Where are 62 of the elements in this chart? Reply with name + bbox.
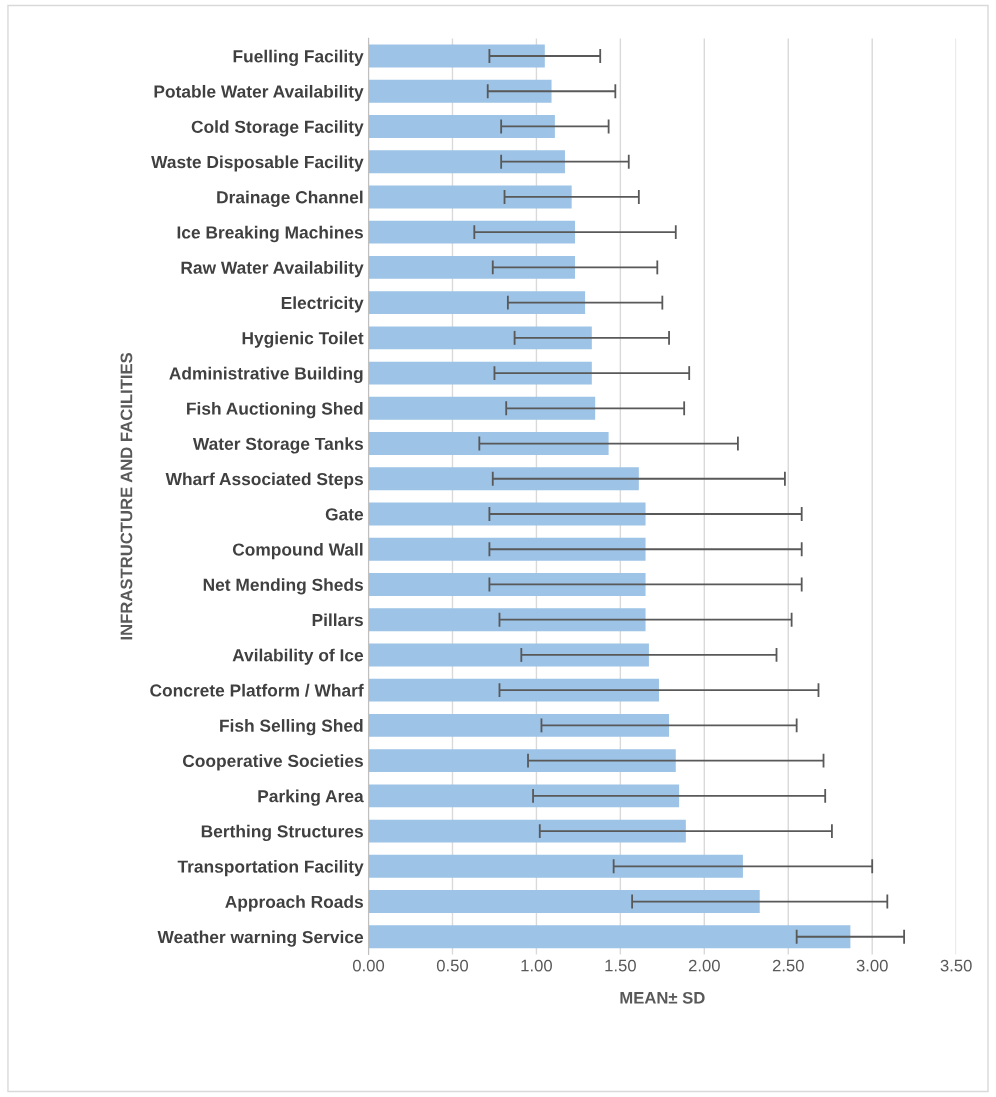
y-tick-label: Fish Selling Shed xyxy=(220,719,363,736)
bar xyxy=(368,678,659,702)
y-tick-label: Net Mending Sheds xyxy=(203,578,363,595)
y-tick-label: Transportation Facility xyxy=(177,860,364,877)
bar xyxy=(368,713,670,737)
y-tick-label: Avilability of Ice xyxy=(232,648,364,665)
x-tick-label: 1.00 xyxy=(521,959,552,972)
bar xyxy=(368,925,851,949)
x-axis-title: MEAN± SD xyxy=(620,991,705,1004)
bar xyxy=(368,361,592,385)
y-tick-label: Water Storage Tanks xyxy=(192,437,363,454)
y-tick-label: Gate xyxy=(325,508,364,521)
bar xyxy=(368,44,545,68)
y-tick-label: Concrete Platform / Wharf xyxy=(150,683,364,697)
y-tick-label: Ice Breaking Machines xyxy=(177,225,363,243)
y-tick-label: Waste Disposable Facility xyxy=(151,155,364,172)
y-tick-label: Fish Auctioning Shed xyxy=(187,402,363,419)
y-tick-label: Pillars xyxy=(312,613,363,627)
y-tick-label: Cold Storage Facility xyxy=(191,120,364,137)
bar xyxy=(368,291,586,315)
x-tick-label: 0.50 xyxy=(436,959,469,972)
bar xyxy=(368,255,576,279)
y-tick-label: Drainage Channel xyxy=(217,190,363,207)
y-axis-title: INFRASTRUCTURE AND FACILITIES xyxy=(120,352,133,640)
y-tick-label: Cooperative Societies xyxy=(182,754,363,771)
bar xyxy=(368,573,646,596)
bar xyxy=(368,185,572,209)
x-tick-label: 0.00 xyxy=(352,959,385,972)
bar xyxy=(368,890,760,913)
y-tick-label: Parking Area xyxy=(258,789,364,806)
bar xyxy=(368,819,686,843)
bar xyxy=(368,432,609,455)
bar xyxy=(368,749,676,773)
x-tick-label: 2.50 xyxy=(772,959,804,972)
y-tick-label: Weather warning Service xyxy=(157,930,364,947)
y-tick-label: Fuelling Facility xyxy=(233,49,364,66)
bar xyxy=(368,326,592,350)
y-tick-label: Approach Roads xyxy=(225,895,363,912)
bar xyxy=(368,502,646,526)
y-tick-label: Berthing Structures xyxy=(201,824,363,842)
y-tick-label: Administrative Building xyxy=(169,366,363,384)
x-tick-label: 3.50 xyxy=(940,959,972,972)
y-tick-label: Hygienic Toilet xyxy=(242,331,364,348)
y-tick-label: Raw Water Availability xyxy=(181,261,364,278)
bar xyxy=(368,396,596,420)
bar xyxy=(368,467,639,491)
bar xyxy=(368,150,565,174)
bar xyxy=(368,79,552,103)
bar xyxy=(368,608,646,632)
bar xyxy=(368,643,649,667)
bar xyxy=(368,115,555,138)
y-tick-label: Wharf Associated Steps xyxy=(165,472,363,489)
bar xyxy=(368,854,743,878)
x-tick-label: 1.50 xyxy=(605,959,636,972)
y-tick-label: Potable Water Availability xyxy=(154,84,364,102)
x-tick-label: 3.00 xyxy=(856,959,888,972)
bar xyxy=(368,784,680,808)
y-tick-label: Compound Wall xyxy=(232,542,363,560)
x-tick-label: 2.00 xyxy=(688,959,720,972)
y-tick-label: Electricity xyxy=(281,296,364,313)
bar xyxy=(368,220,576,244)
bar xyxy=(368,537,646,561)
